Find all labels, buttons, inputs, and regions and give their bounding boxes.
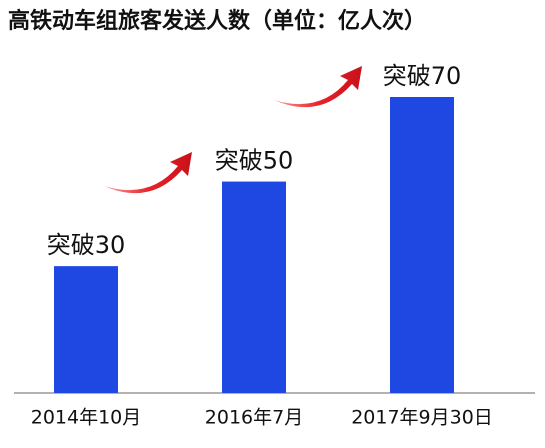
data-label: 突破30: [47, 231, 126, 259]
x-tick-label: 2014年10月: [31, 407, 142, 429]
data-label: 突破70: [383, 62, 462, 90]
data-label: 突破50: [215, 147, 294, 175]
bar: [390, 97, 454, 393]
bar: [222, 181, 286, 393]
decorative-arrow: [274, 66, 362, 108]
chart-title: 高铁动车组旅客发送人数（单位：亿人次）: [8, 8, 426, 34]
bar: [54, 266, 118, 393]
x-tick-label: 2017年9月30日: [351, 407, 493, 429]
decorative-arrow: [104, 152, 192, 194]
x-tick-label: 2016年7月: [205, 407, 303, 429]
